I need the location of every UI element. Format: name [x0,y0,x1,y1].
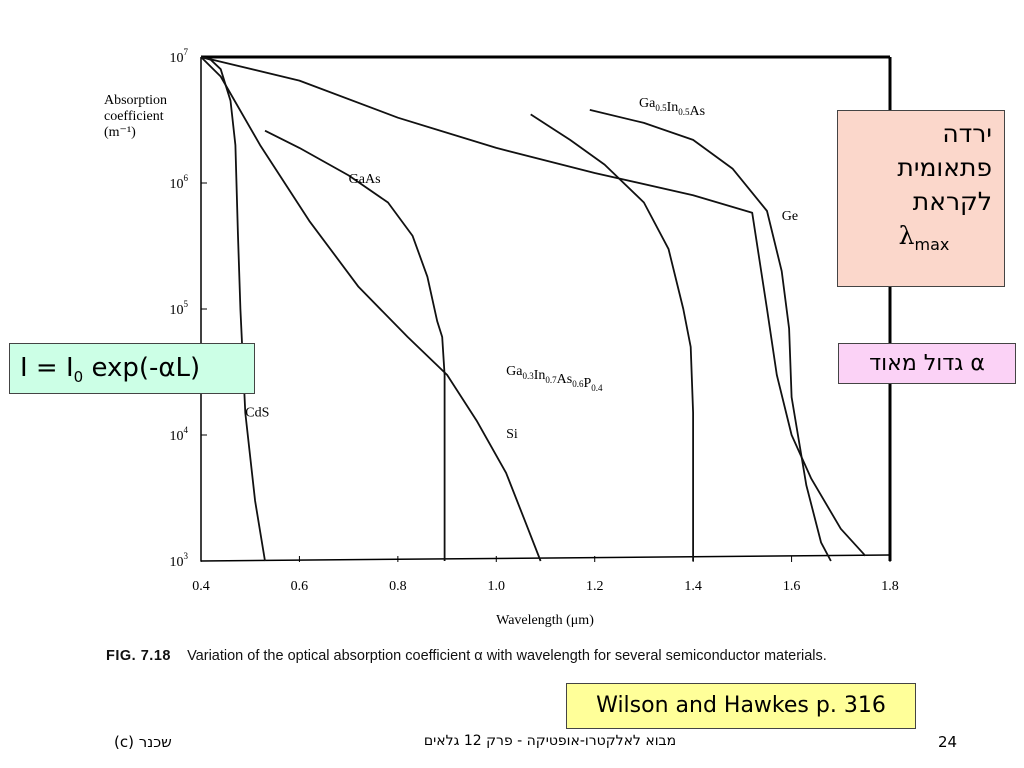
chart-axes: 0.4 0.6 0.8 1.0 1.2 1.4 1.6 1.8 103 104 105 106 107 A… [104,47,899,628]
figure-caption-text: Variation of the optical absorption coef… [187,648,827,664]
sudden-drop-callout: ירדה פתאומית לקראת λmax [837,110,1005,287]
x-tick-label: 1.0 [488,579,506,594]
x-tick-label: 1.8 [881,579,899,594]
x-axis-line [200,554,891,562]
y-axis-title-line: coefficient [104,109,164,124]
equation-suffix: exp(-αL) [83,353,201,383]
y-tick-label: 107 [170,47,189,66]
series-line-cds [200,56,266,562]
equation-prefix: I = I [20,353,74,383]
x-tick-label: 1.4 [684,579,702,594]
x-tick-label: 0.4 [192,579,210,594]
series-label: Ga0.5In0.5As [639,96,705,119]
series-label: CdS [245,406,269,421]
series-label: Ge [782,209,798,224]
series-label: GaAs [349,172,381,187]
figure-caption-label: FIG. 7.18 [106,648,171,664]
lambda-symbol: λ [898,221,915,250]
footer-page-number: 24 [938,733,958,751]
footer-course-title: מבוא לאלקטרו-אופטיקה - פרק 12 גלאים [423,733,677,749]
chart-labels-layer: CdS GaAs Si Ge Ga0.3In0.7As0.6P0.4 Ga0.5In0.5… [245,96,798,442]
y-axis-title-line: (m⁻¹) [104,125,136,140]
series-line-ga0-5in0-5as [589,109,832,562]
x-axis-title: Wavelength (μm) [496,613,594,628]
x-tick-label: 0.6 [291,579,309,594]
y-tick-label: 103 [170,551,189,570]
x-tick-label: 1.2 [586,579,604,594]
y-tick-label: 104 [170,425,189,444]
chart-series-layer [200,56,867,562]
series-line-ge [200,56,867,557]
series-line-gaas [264,129,446,561]
reference-callout: Wilson and Hawkes p. 316 [566,683,916,729]
absorption-chart: 0.4 0.6 0.8 1.0 1.2 1.4 1.6 1.8 103 104 105 106 107 A… [104,47,899,628]
alpha-large-callout: α גדול מאוד [838,343,1016,384]
equation-subscript: 0 [73,368,84,387]
lambda-max-label: λmax [838,219,992,262]
absorption-equation-callout: I = I0 exp(-αL) [9,343,255,394]
series-label: Ga0.3In0.7As0.6P0.4 [506,364,603,393]
series-label: Si [506,427,518,442]
y-tick-label: 105 [170,299,189,318]
sudden-drop-line-2: פתאומית [897,153,992,182]
y-axis-title-line: Absorption [104,93,167,108]
series-line-si [200,56,542,562]
sudden-drop-line-3: לקראת [912,187,992,216]
figure-caption: FIG. 7.18 Variation of the optical absor… [106,645,876,667]
x-tick-label: 1.6 [783,579,801,594]
sudden-drop-line-1: ירדה [942,119,992,148]
footer-copyright: (c) שכנר [114,733,172,751]
x-tick-label: 0.8 [389,579,407,594]
lambda-subscript: max [914,235,950,254]
y-tick-label: 106 [170,173,189,192]
series-line-ga0-3in0-7as0-6p0-4 [530,113,694,561]
